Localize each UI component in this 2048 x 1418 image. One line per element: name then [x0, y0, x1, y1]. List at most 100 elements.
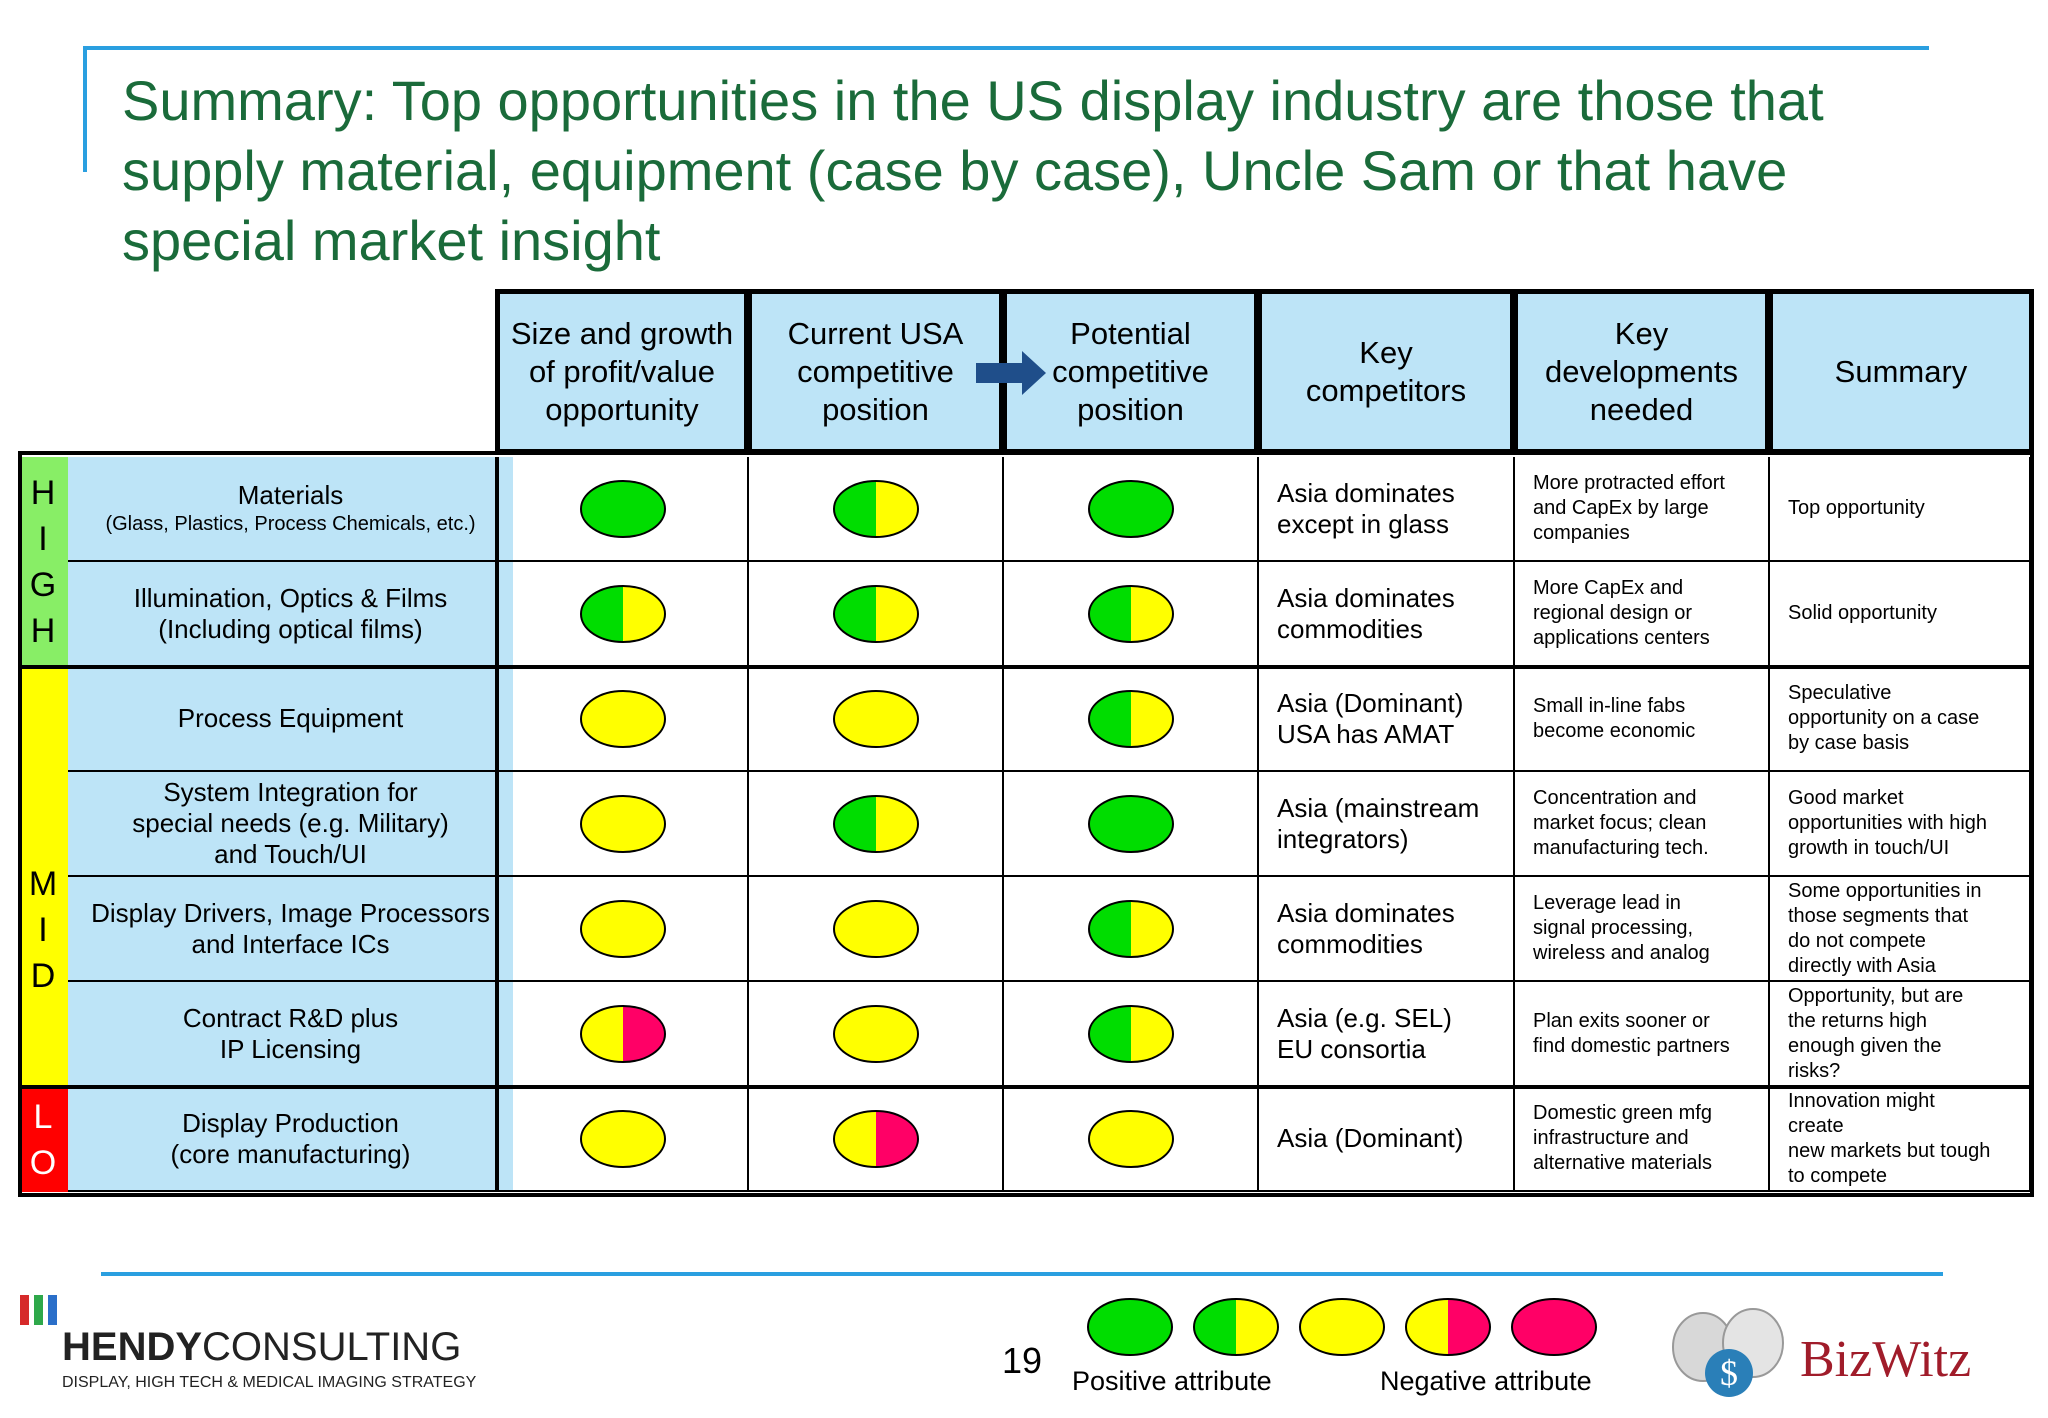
text-cell-summary: Innovation might create new markets but …	[1770, 1087, 2031, 1192]
rating-cell-size	[495, 457, 749, 562]
rating-ellipse	[580, 794, 666, 853]
column-header-label: Key competitors	[1305, 334, 1467, 408]
rating-ellipse	[832, 479, 919, 538]
column-header: Key developments needed	[1513, 289, 1770, 454]
rating-ellipse	[1087, 1004, 1174, 1063]
row-label: Contract R&D plus IP Licensing	[68, 982, 513, 1087]
text-cell-summary: Solid opportunity	[1770, 562, 2031, 667]
footer-rule	[101, 1272, 1943, 1276]
rating-cell-potential	[1004, 772, 1259, 877]
rating-ellipse	[580, 899, 666, 958]
partner-logo-text: BizWitz	[1800, 1331, 1972, 1388]
rating-ellipse	[832, 584, 919, 643]
row-label-text: Display Drivers, Image Processors and In…	[91, 897, 490, 959]
text-cell-competitors: Asia dominates commodities	[1259, 562, 1515, 667]
column-header-label: Key developments needed	[1544, 315, 1738, 427]
rating-cell-size	[495, 667, 749, 772]
text-cell-competitors: Asia (Dominant) USA has AMAT	[1259, 667, 1515, 772]
summary-text: Opportunity, but are the returns high en…	[1788, 984, 1964, 1082]
row-label: Materials (Glass, Plastics, Process Chemi…	[68, 457, 513, 562]
title-rule-left	[83, 46, 87, 172]
rating-ellipse	[832, 1004, 919, 1063]
competitors-text: Asia (mainstream integrators)	[1277, 792, 1480, 854]
band-divider	[18, 1085, 2034, 1089]
summary-text: Good market opportunities with high grow…	[1788, 787, 1988, 859]
rating-legend	[1087, 1298, 1597, 1356]
row-label: Display Drivers, Image Processors and In…	[68, 877, 513, 982]
band-letter: O	[29, 1143, 57, 1182]
text-cell-competitors: Asia dominates commodities	[1259, 877, 1515, 982]
page-number: 19	[1002, 1340, 1043, 1381]
legend-ellipse	[1405, 1298, 1491, 1356]
rating-cell-potential	[1004, 562, 1259, 667]
rating-ellipse	[832, 899, 919, 958]
rating-cell-current	[749, 877, 1004, 982]
rating-cell-current	[749, 667, 1004, 772]
row-label-text: Illumination, Optics & Films (Including …	[133, 582, 448, 644]
rating-cell-size	[495, 772, 749, 877]
legend-ellipse	[1193, 1298, 1279, 1356]
rating-cell-current	[749, 982, 1004, 1087]
rating-cell-current	[749, 562, 1004, 667]
band-letter: D	[30, 956, 56, 995]
rating-ellipse	[580, 1004, 666, 1063]
row-label-text: Display Production (core manufacturing)	[170, 1107, 411, 1169]
rating-ellipse	[832, 1109, 919, 1168]
rating-cell-potential	[1004, 1087, 1259, 1192]
rating-cell-potential	[1004, 457, 1259, 562]
rating-ellipse	[1087, 1109, 1174, 1168]
competitors-text: Asia (Dominant) USA has AMAT	[1277, 687, 1464, 749]
developments-text: Leverage lead in signal processing, wire…	[1533, 892, 1710, 964]
text-cell-developments: Small in-line fabs become economic	[1515, 667, 1770, 772]
row-label: Process Equipment	[68, 667, 513, 772]
legend-ellipse	[1087, 1298, 1173, 1356]
summary-text: Speculative opportunity on a case by cas…	[1788, 682, 1980, 754]
title-rule	[83, 46, 1929, 50]
column-header: Size and growth of profit/value opportun…	[495, 289, 749, 454]
arrow-right-icon	[976, 351, 1046, 395]
column-header-label: Potential competitive position	[1052, 315, 1209, 427]
text-cell-developments: More CapEx and regional design or applic…	[1515, 562, 1770, 667]
rating-cell-size	[495, 982, 749, 1087]
band-letter: G	[29, 566, 57, 604]
rating-cell-potential	[1004, 982, 1259, 1087]
opportunity-matrix: Size and growth of profit/value opportun…	[18, 289, 2034, 1197]
text-cell-developments: Concentration and market focus; clean ma…	[1515, 772, 1770, 877]
rating-cell-current	[749, 1087, 1004, 1192]
rating-ellipse	[1087, 794, 1174, 853]
rating-ellipse	[1087, 479, 1174, 538]
band-letter: H	[30, 474, 56, 512]
rating-ellipse	[580, 479, 666, 538]
text-cell-summary: Opportunity, but are the returns high en…	[1770, 982, 2031, 1087]
legend-positive-label: Positive attribute	[1072, 1366, 1272, 1396]
row-label-text: Contract R&D plus IP Licensing	[182, 1002, 399, 1064]
rating-cell-size	[495, 1087, 749, 1192]
rating-ellipse	[580, 1109, 666, 1168]
text-cell-competitors: Asia dominates except in glass	[1259, 457, 1515, 562]
text-cell-summary: Some opportunities in those segments tha…	[1770, 877, 2031, 982]
text-cell-summary: Top opportunity	[1770, 457, 2031, 562]
column-header-label: Current USA competitive position	[787, 315, 964, 427]
band-letter: I	[38, 910, 48, 949]
column-header: Current USA competitive position	[747, 289, 1004, 454]
summary-text: Top opportunity	[1788, 497, 1925, 519]
band-divider	[18, 665, 2034, 669]
text-cell-developments: Leverage lead in signal processing, wire…	[1515, 877, 1770, 982]
band-letter: L	[33, 1097, 53, 1136]
rating-ellipse	[1087, 584, 1174, 643]
text-cell-competitors: Asia (e.g. SEL) EU consortia	[1259, 982, 1515, 1087]
developments-text: More CapEx and regional design or applic…	[1533, 577, 1710, 649]
rating-cell-current	[749, 772, 1004, 877]
band-letter: I	[38, 520, 48, 558]
competitors-text: Asia (Dominant)	[1277, 1123, 1464, 1153]
svg-text:$: $	[1720, 1353, 1738, 1393]
row-label: Display Production (core manufacturing)	[68, 1087, 513, 1192]
column-header: Summary	[1768, 289, 2034, 454]
text-cell-developments: Plan exits sooner or find domestic partn…	[1515, 982, 1770, 1087]
row-sublabel-text: (Glass, Plastics, Process Chemicals, etc…	[105, 513, 476, 535]
legend-ellipse	[1511, 1298, 1597, 1356]
summary-text: Some opportunities in those segments tha…	[1788, 879, 1982, 977]
developments-text: Domestic green mfg infrastructure and al…	[1533, 1102, 1712, 1174]
developments-text: Plan exits sooner or find domestic partn…	[1533, 1009, 1730, 1057]
